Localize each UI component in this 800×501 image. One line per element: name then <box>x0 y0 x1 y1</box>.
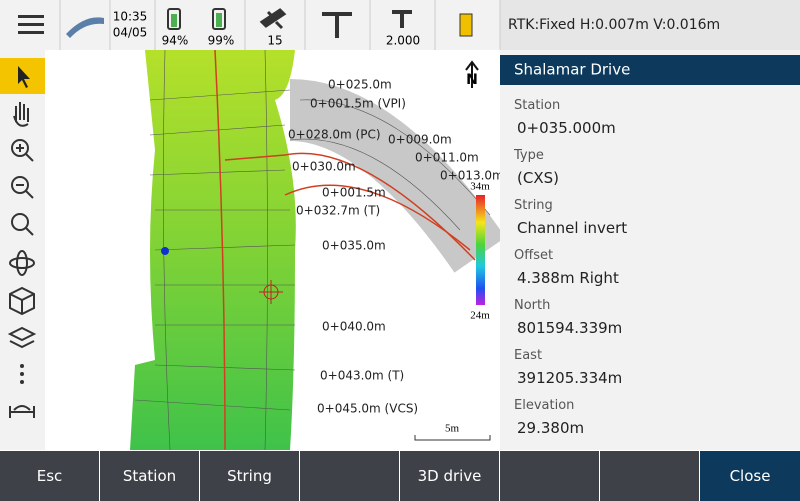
field-value: 0+035.000m <box>517 119 616 137</box>
panel-header <box>500 55 800 85</box>
height-icon[interactable] <box>392 10 412 28</box>
field-label: Station <box>514 98 561 113</box>
station-label: 0+013.0m <box>440 169 504 183</box>
station-label: 0+001.5m (VPI) <box>310 97 406 111</box>
more-icon[interactable] <box>20 364 24 384</box>
field-value: 391205.334m <box>517 369 623 387</box>
elevation-legend <box>476 195 485 305</box>
north-label: N <box>466 72 478 88</box>
panel-title: Shalamar Drive <box>514 61 630 79</box>
field-value: (CXS) <box>517 169 559 187</box>
field-value: 29.380m <box>517 419 585 437</box>
target <box>259 280 283 304</box>
dividers <box>59 0 501 50</box>
station-label: 0+035.0m <box>322 239 386 253</box>
tool-icons[interactable] <box>7 102 37 418</box>
date: 04/05 <box>113 26 148 40</box>
softkey <box>500 451 599 501</box>
time: 10:35 <box>113 10 148 24</box>
antenna-height: 2.000 <box>386 34 420 48</box>
legend-max: 34m <box>470 181 490 193</box>
scale-bar <box>414 435 491 441</box>
field-value: Channel invert <box>517 219 628 237</box>
softkey[interactable]: 3D drive <box>400 451 499 501</box>
station-label: 0+028.0m (PC) <box>288 128 381 142</box>
field-label: East <box>514 348 543 363</box>
station-label: 0+011.0m <box>415 151 479 165</box>
panel <box>500 50 800 450</box>
station-label: 0+032.7m (T) <box>296 204 380 218</box>
instrument-icon[interactable] <box>459 13 473 37</box>
field-label: Elevation <box>514 398 575 413</box>
receiver-icon[interactable] <box>322 12 352 38</box>
status-area <box>500 0 800 50</box>
softkey[interactable]: String <box>200 451 299 501</box>
station-label: 0+045.0m (VCS) <box>317 402 418 416</box>
field-label: Type <box>514 148 544 163</box>
station-label: 0+030.0m <box>292 160 356 174</box>
toolbar <box>0 50 45 450</box>
battery-receiver: 99% <box>208 34 235 48</box>
north-arrow <box>465 60 479 88</box>
main-road <box>130 50 296 450</box>
station-label: 0+040.0m <box>322 320 386 334</box>
job-icon[interactable] <box>66 17 104 38</box>
branch-road <box>288 79 506 273</box>
pointer-icon <box>18 66 30 88</box>
fields: Station 0+035.000m Type (CXS) String Channel … <box>500 90 800 450</box>
satellites: 15 <box>267 34 282 48</box>
field-value: 801594.339m <box>517 319 623 337</box>
battery-icons <box>167 8 226 30</box>
station-label: 0+025.0m <box>328 78 392 92</box>
channel-invert <box>214 49 476 451</box>
softkey[interactable]: Station <box>100 451 199 501</box>
station-label: 0+001.5m <box>322 186 386 200</box>
softkey[interactable]: Close <box>700 451 800 501</box>
satellite-icon[interactable] <box>259 8 287 30</box>
field-label: Offset <box>514 248 554 263</box>
station-label: 0+043.0m (T) <box>320 369 404 383</box>
legend-min: 24m <box>470 310 490 322</box>
station-label: 0+009.0m <box>388 133 452 147</box>
position-quality[interactable]: RTK:Fixed H:0.007m V:0.016m <box>508 17 720 33</box>
softkey <box>600 451 699 501</box>
scale-label: 5m <box>445 423 460 435</box>
softkey[interactable]: Esc <box>0 451 99 501</box>
softkey <box>300 451 399 501</box>
field-label: String <box>514 198 553 213</box>
field-value: 4.388m Right <box>517 269 619 287</box>
selected-point <box>161 247 169 255</box>
battery-controller: 94% <box>162 34 189 48</box>
field-label: North <box>514 298 551 313</box>
menu-icon[interactable] <box>18 15 44 34</box>
